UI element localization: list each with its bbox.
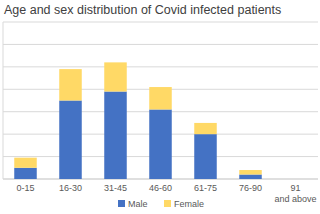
bar-segment: [59, 69, 82, 100]
x-tick-label: 31-45: [104, 183, 127, 193]
x-tick-label: 61-75: [194, 183, 217, 193]
x-tick-label: 76-90: [239, 183, 262, 193]
legend-label: Female: [174, 199, 204, 209]
bar-segment: [104, 62, 127, 91]
legend: Male Female: [118, 199, 204, 209]
bar-segment: [14, 158, 37, 168]
bar-segment: [284, 179, 307, 180]
bar-segment: [239, 170, 262, 174]
legend-swatch: [164, 200, 171, 207]
chart-svg: Age and sex distribution of Covid infect…: [0, 0, 320, 214]
grid-line: [3, 44, 318, 45]
grid-line: [3, 22, 318, 23]
bar-segment: [14, 168, 37, 179]
x-tick-label: 0-15: [16, 183, 34, 193]
bar-segment: [194, 123, 217, 134]
grid-line: [3, 66, 318, 67]
bars: [14, 62, 262, 179]
bar-segment: [59, 101, 82, 180]
title: Age and sex distribution of Covid infect…: [4, 3, 281, 17]
x-tick-label: 91and above: [274, 183, 316, 204]
y-axis-line: [3, 22, 4, 179]
chart-container: Age and sex distribution of Covid infect…: [0, 0, 320, 214]
x-tick-label: 46-60: [149, 183, 172, 193]
bar-segment: [194, 134, 217, 179]
legend-swatch: [118, 200, 125, 207]
x-tick-label: 16-30: [59, 183, 82, 193]
bar-segment: [239, 175, 262, 179]
bar-segment: [149, 87, 172, 109]
bar-segment: [284, 179, 307, 180]
legend-label: Male: [128, 199, 148, 209]
bar-segment: [149, 109, 172, 179]
bar-segment: [104, 92, 127, 179]
